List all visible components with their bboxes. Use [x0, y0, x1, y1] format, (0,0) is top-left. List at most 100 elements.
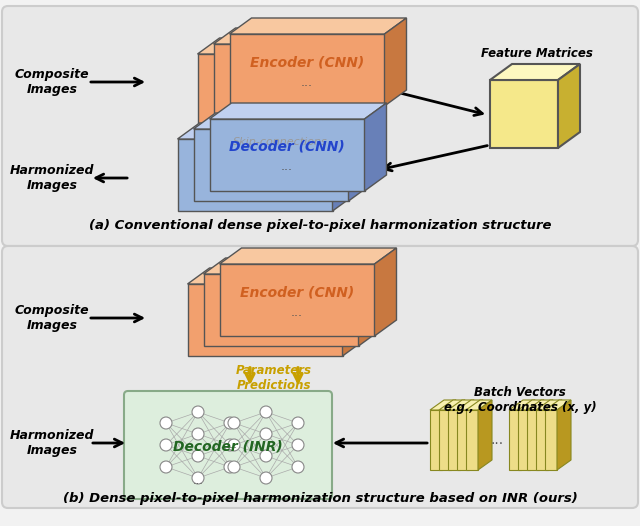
Circle shape [260, 406, 272, 418]
Polygon shape [198, 38, 374, 54]
FancyBboxPatch shape [2, 246, 638, 508]
Text: Feature Matrices: Feature Matrices [481, 47, 593, 60]
Text: ...: ... [226, 439, 238, 451]
Circle shape [224, 461, 236, 473]
Polygon shape [209, 119, 365, 191]
FancyBboxPatch shape [124, 391, 332, 499]
Circle shape [228, 417, 240, 429]
Text: ...: ... [281, 160, 293, 174]
Polygon shape [349, 113, 371, 201]
Circle shape [192, 406, 204, 418]
Text: Composite
Images: Composite Images [15, 304, 90, 332]
Polygon shape [230, 18, 406, 34]
Circle shape [192, 428, 204, 440]
Polygon shape [442, 400, 456, 470]
Circle shape [160, 417, 172, 429]
Polygon shape [177, 123, 355, 139]
Circle shape [292, 439, 304, 451]
Polygon shape [193, 113, 371, 129]
Polygon shape [204, 258, 381, 274]
Polygon shape [365, 103, 387, 191]
Polygon shape [439, 410, 451, 470]
Polygon shape [518, 400, 544, 410]
Polygon shape [521, 400, 535, 470]
Polygon shape [374, 248, 397, 336]
Polygon shape [490, 64, 580, 80]
Polygon shape [193, 129, 349, 201]
Polygon shape [457, 400, 483, 410]
Polygon shape [430, 410, 442, 470]
Polygon shape [333, 123, 355, 211]
Polygon shape [539, 400, 553, 470]
Circle shape [260, 450, 272, 462]
Polygon shape [369, 28, 390, 116]
Text: ...: ... [193, 476, 204, 486]
Text: Harmonized
Images: Harmonized Images [10, 429, 94, 457]
Polygon shape [448, 410, 460, 470]
Polygon shape [478, 400, 492, 470]
Circle shape [160, 439, 172, 451]
Polygon shape [214, 44, 369, 116]
Polygon shape [509, 400, 535, 410]
Polygon shape [469, 400, 483, 470]
Polygon shape [545, 400, 571, 410]
Polygon shape [220, 264, 374, 336]
Circle shape [224, 439, 236, 451]
Polygon shape [536, 400, 562, 410]
Polygon shape [385, 18, 406, 106]
Circle shape [160, 461, 172, 473]
Circle shape [228, 461, 240, 473]
Polygon shape [548, 400, 562, 470]
Circle shape [260, 428, 272, 440]
Circle shape [260, 472, 272, 484]
Text: Encoder (CNN): Encoder (CNN) [250, 55, 364, 69]
Polygon shape [518, 410, 530, 470]
Polygon shape [457, 410, 469, 470]
Text: ...: ... [301, 76, 313, 88]
Text: (b) Dense pixel-to-pixel harmonization structure based on INR (ours): (b) Dense pixel-to-pixel harmonization s… [63, 492, 577, 505]
Text: Parameters
Predictions: Parameters Predictions [236, 364, 312, 392]
Polygon shape [198, 54, 353, 126]
Text: Decoder (CNN): Decoder (CNN) [229, 140, 345, 154]
Text: Skip-connections: Skip-connections [232, 137, 328, 147]
Polygon shape [358, 258, 381, 346]
Polygon shape [490, 80, 558, 148]
Polygon shape [188, 268, 365, 284]
Polygon shape [558, 64, 580, 148]
Polygon shape [527, 400, 553, 410]
FancyBboxPatch shape [2, 6, 638, 246]
Text: (a) Conventional dense pixel-to-pixel harmonization structure: (a) Conventional dense pixel-to-pixel ha… [89, 219, 551, 232]
Polygon shape [204, 274, 358, 346]
Polygon shape [460, 400, 474, 470]
Polygon shape [439, 400, 465, 410]
Polygon shape [209, 103, 387, 119]
Polygon shape [509, 410, 521, 470]
Polygon shape [451, 400, 465, 470]
Polygon shape [530, 400, 544, 470]
Polygon shape [430, 400, 456, 410]
Polygon shape [342, 268, 365, 356]
Polygon shape [466, 400, 492, 410]
Circle shape [224, 417, 236, 429]
Circle shape [292, 417, 304, 429]
Polygon shape [230, 34, 385, 106]
Text: Decoder (INR): Decoder (INR) [173, 440, 283, 454]
Polygon shape [214, 28, 390, 44]
Text: ...: ... [291, 306, 303, 319]
Polygon shape [177, 139, 333, 211]
Text: Batch Vectors
e.g., Coordinates (x, y): Batch Vectors e.g., Coordinates (x, y) [444, 386, 596, 414]
Polygon shape [545, 410, 557, 470]
Polygon shape [353, 38, 374, 126]
Polygon shape [557, 400, 571, 470]
Circle shape [228, 439, 240, 451]
Circle shape [192, 450, 204, 462]
Polygon shape [188, 284, 342, 356]
Text: Encoder (CNN): Encoder (CNN) [240, 285, 354, 299]
Circle shape [192, 472, 204, 484]
Text: ...: ... [490, 433, 504, 447]
Text: Composite
Images: Composite Images [15, 68, 90, 96]
Polygon shape [220, 248, 397, 264]
Polygon shape [466, 410, 478, 470]
Polygon shape [536, 410, 548, 470]
Text: Harmonized
Images: Harmonized Images [10, 164, 94, 192]
